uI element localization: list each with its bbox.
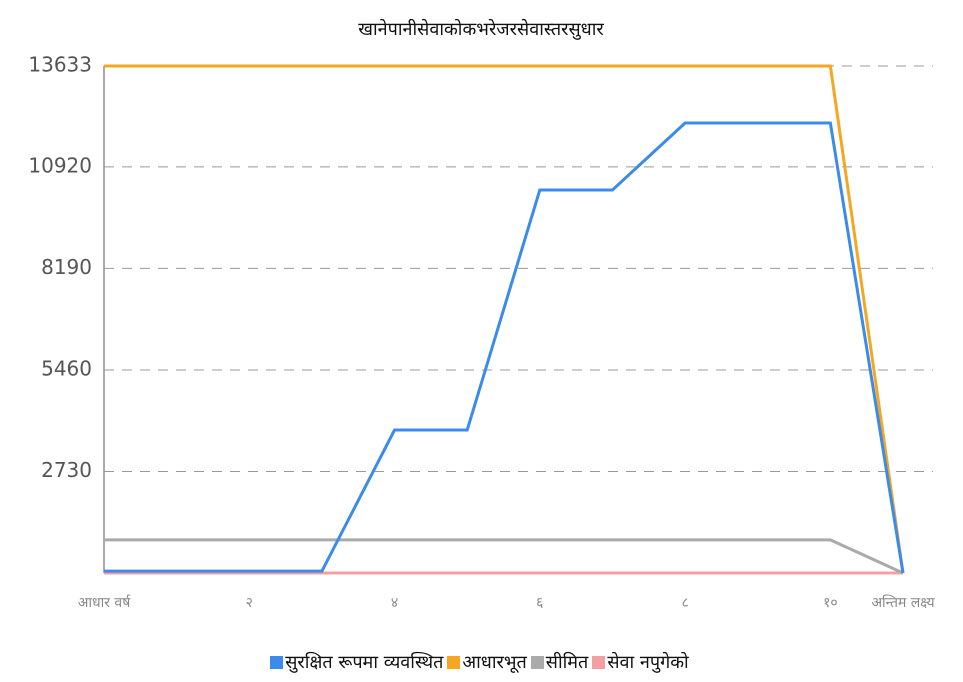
legend-item[interactable]: सेवा नपुगेको bbox=[592, 650, 689, 674]
legend: सुरक्षित रूपमा व्यवस्थित आधारभूत सीमित सेवा… bbox=[0, 650, 963, 674]
legend-item[interactable]: सीमित bbox=[530, 650, 589, 674]
y-tick-label: 13633 bbox=[28, 53, 92, 77]
legend-label: सुरक्षित रूपमा व्यवस्थित bbox=[285, 652, 444, 673]
legend-swatch bbox=[530, 655, 544, 669]
legend-item[interactable]: सुरक्षित रूपमा व्यवस्थित bbox=[270, 650, 443, 674]
x-tick-label: ८ bbox=[681, 595, 688, 611]
x-tick-label: ४ bbox=[391, 595, 398, 611]
legend-swatch bbox=[592, 655, 606, 669]
y-tick-label: 8190 bbox=[41, 255, 92, 279]
x-tick-label: ६ bbox=[536, 595, 543, 611]
y-tick-label: 10920 bbox=[28, 153, 92, 177]
legend-swatch bbox=[270, 655, 284, 669]
series-line bbox=[104, 121, 905, 574]
legend-label: सेवा नपुगेको bbox=[607, 652, 689, 673]
x-tick-label: २ bbox=[246, 595, 253, 611]
legend-label: सीमित bbox=[545, 652, 589, 673]
legend-item[interactable]: आधारभूत bbox=[447, 650, 527, 674]
chart-title: खानेपानीसेवाकोकभरेजरसेवास्तरसुधार bbox=[358, 18, 604, 40]
x-tick-label: १० bbox=[823, 595, 838, 611]
legend-label: आधारभूत bbox=[462, 652, 527, 673]
chart: खानेपानीसेवाकोकभरेजरसेवास्तरसुधार 2730 54… bbox=[28, 18, 935, 611]
y-tick-label: 2730 bbox=[41, 458, 92, 482]
legend-swatch bbox=[447, 655, 461, 669]
y-tick-label: 5460 bbox=[41, 356, 92, 380]
x-tick-label: आधार वर्ष bbox=[78, 594, 132, 611]
series-line bbox=[104, 64, 905, 574]
x-tick-label: अन्तिम लक्ष्य bbox=[871, 594, 935, 611]
series-line bbox=[104, 538, 904, 575]
